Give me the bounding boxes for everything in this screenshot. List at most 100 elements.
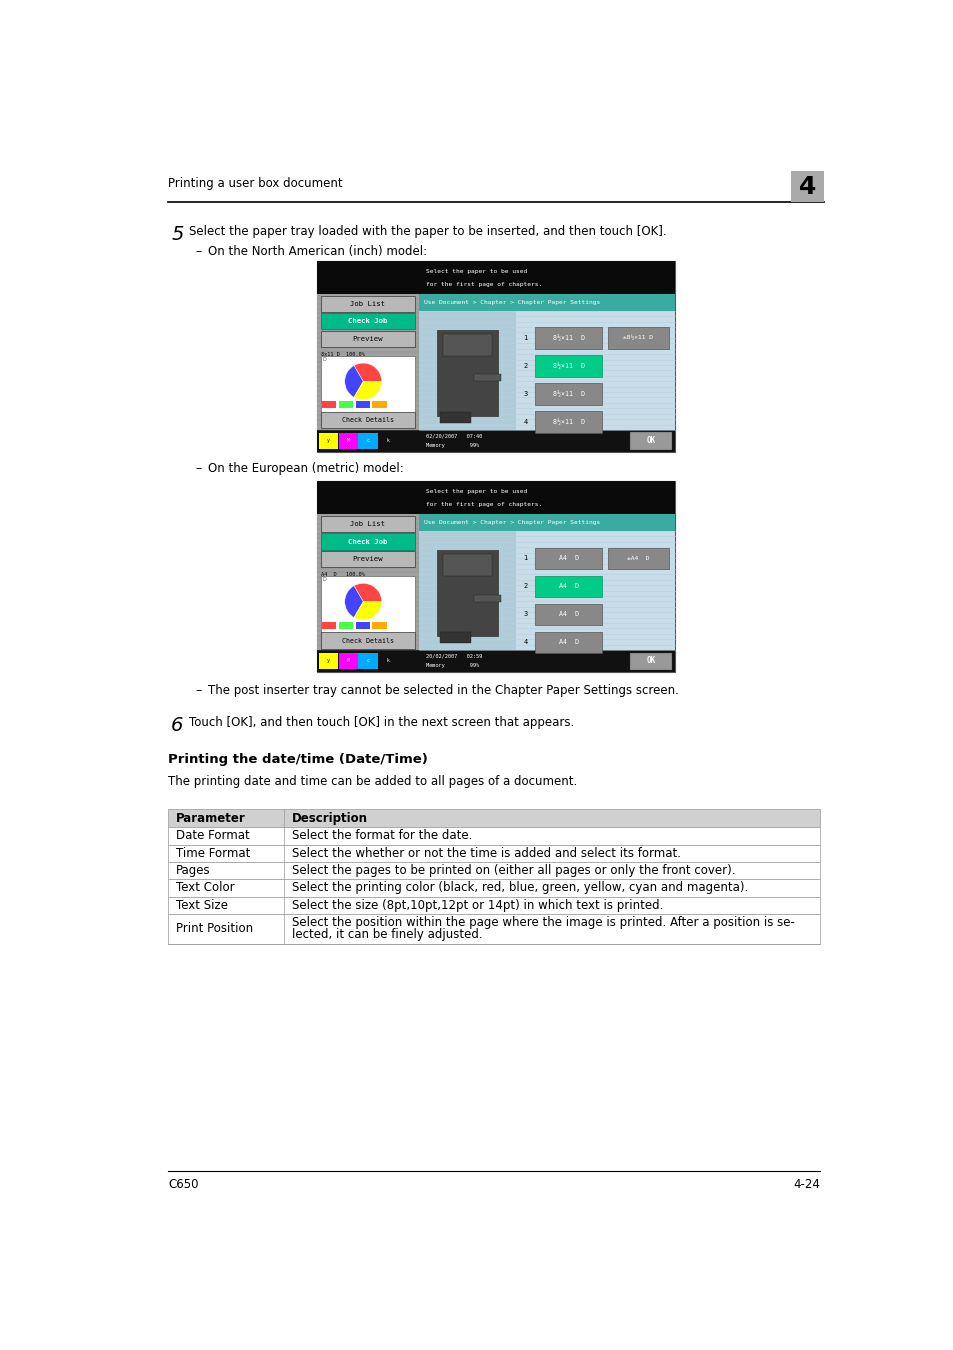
Text: D: D	[322, 358, 326, 362]
Bar	[322, 401, 336, 408]
Bar	[316, 261, 674, 451]
Text: Description: Description	[292, 811, 368, 825]
Text: OK: OK	[645, 436, 655, 446]
Text: OK: OK	[645, 656, 655, 666]
Text: Text Size: Text Size	[175, 899, 228, 911]
Text: 20/02/2007   02:59: 20/02/2007 02:59	[426, 653, 482, 659]
Text: ±8½×11 D: ±8½×11 D	[622, 336, 653, 340]
Bar	[321, 551, 415, 567]
Text: for the first page of chapters.: for the first page of chapters.	[426, 282, 541, 288]
Bar	[358, 653, 377, 670]
Text: D: D	[322, 578, 326, 582]
Text: A4  D: A4 D	[558, 555, 578, 562]
Text: ±A4  D: ±A4 D	[626, 556, 649, 560]
Text: 8½×11  D: 8½×11 D	[552, 335, 584, 342]
Text: On the North American (inch) model:: On the North American (inch) model:	[208, 246, 427, 258]
Bar	[443, 555, 491, 576]
Text: Job List: Job List	[350, 521, 385, 526]
Text: lected, it can be finely adjusted.: lected, it can be finely adjusted.	[292, 927, 482, 941]
Text: 1: 1	[523, 335, 527, 342]
Text: –: –	[195, 684, 201, 697]
Bar	[355, 622, 370, 629]
Bar	[321, 331, 415, 347]
Bar	[316, 481, 674, 672]
Bar	[318, 653, 337, 670]
Bar	[535, 548, 601, 570]
Text: Memory        99%: Memory 99%	[426, 663, 478, 668]
Bar	[316, 481, 674, 514]
Bar	[378, 653, 397, 670]
Bar	[321, 576, 415, 633]
Text: 8½×11  D: 8½×11 D	[552, 363, 584, 370]
Bar	[608, 328, 668, 348]
Text: 3: 3	[523, 392, 527, 397]
Bar	[318, 432, 337, 450]
Text: –: –	[195, 462, 201, 475]
Text: 6: 6	[171, 717, 183, 736]
Wedge shape	[344, 586, 363, 617]
Bar	[418, 531, 516, 651]
Text: Select the paper tray loaded with the paper to be inserted, and then touch [OK].: Select the paper tray loaded with the pa…	[189, 225, 666, 238]
Text: The post inserter tray cannot be selected in the Chapter Paper Settings screen.: The post inserter tray cannot be selecte…	[208, 684, 679, 697]
Text: y: y	[327, 659, 330, 663]
Bar	[322, 622, 336, 629]
Text: Printing the date/time (Date/Time): Printing the date/time (Date/Time)	[168, 753, 428, 767]
Bar	[418, 294, 674, 310]
Wedge shape	[354, 363, 381, 382]
Text: 8x11 D  100.0%: 8x11 D 100.0%	[321, 352, 365, 356]
Bar	[535, 383, 601, 405]
Bar	[321, 516, 415, 532]
Text: 02/20/2007   07:40: 02/20/2007 07:40	[426, 433, 482, 439]
Bar	[608, 548, 668, 570]
Text: Date Format: Date Format	[175, 829, 250, 842]
Bar	[443, 335, 491, 355]
Text: k: k	[386, 439, 389, 443]
Text: M: M	[347, 659, 350, 663]
Bar	[316, 651, 674, 672]
Bar	[358, 432, 377, 450]
Wedge shape	[354, 583, 381, 602]
Bar	[372, 401, 386, 408]
Text: 8½×11  D: 8½×11 D	[552, 418, 584, 425]
Bar	[440, 412, 470, 423]
Text: 2: 2	[523, 363, 527, 369]
Text: Check Details: Check Details	[341, 637, 394, 644]
Text: 5: 5	[171, 225, 183, 244]
Text: Select the printing color (black, red, blue, green, yellow, cyan and magenta).: Select the printing color (black, red, b…	[292, 882, 747, 895]
Text: Time Format: Time Format	[175, 846, 250, 860]
Text: 4-24: 4-24	[792, 1179, 819, 1192]
Text: Pages: Pages	[175, 864, 211, 878]
Bar	[535, 328, 601, 348]
Text: M: M	[347, 439, 350, 443]
Bar	[630, 652, 671, 670]
Text: Select the paper to be used: Select the paper to be used	[426, 489, 527, 494]
Text: k: k	[386, 659, 389, 663]
Bar	[321, 355, 415, 413]
Bar	[630, 432, 671, 450]
Text: 4: 4	[798, 174, 815, 198]
Bar	[436, 329, 497, 416]
Text: A4  D: A4 D	[558, 612, 578, 617]
Bar	[338, 622, 353, 629]
Text: Text Color: Text Color	[175, 882, 234, 895]
Bar	[316, 261, 674, 294]
Bar	[440, 632, 470, 643]
Bar	[790, 171, 822, 202]
Bar	[321, 412, 415, 428]
Text: Print Position: Print Position	[175, 922, 253, 936]
Bar	[316, 429, 674, 451]
Bar	[338, 401, 353, 408]
Text: 4: 4	[523, 420, 527, 425]
Bar	[378, 432, 397, 450]
Text: Select the pages to be printed on (either all pages or only the front cover).: Select the pages to be printed on (eithe…	[292, 864, 735, 878]
Bar	[535, 575, 601, 597]
Text: Check Job: Check Job	[348, 539, 387, 544]
Bar	[516, 310, 674, 429]
Text: Select the paper to be used: Select the paper to be used	[426, 269, 527, 274]
Bar	[418, 514, 674, 531]
Text: C650: C650	[168, 1179, 198, 1192]
Text: A4  D: A4 D	[558, 583, 578, 590]
Text: Touch [OK], and then touch [OK] in the next screen that appears.: Touch [OK], and then touch [OK] in the n…	[189, 717, 574, 729]
Bar	[168, 809, 819, 828]
Bar	[338, 653, 357, 670]
